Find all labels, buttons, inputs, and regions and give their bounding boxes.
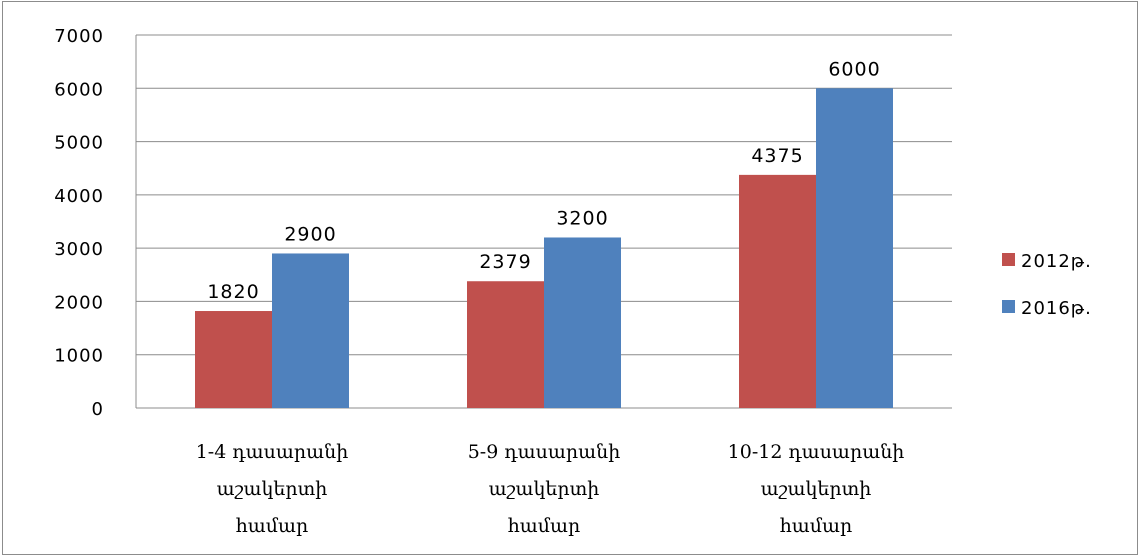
bar-1-1	[195, 311, 272, 408]
legend-label: 2012թ.	[1021, 251, 1092, 272]
y-tick-label: 4000	[54, 186, 104, 207]
y-tick-label: 5000	[54, 133, 104, 154]
x-tick-label: աշակերտի	[217, 478, 328, 500]
x-tick-label: աշակերտի	[761, 478, 872, 500]
y-tick-label: 1000	[54, 346, 104, 367]
data-label: 3200	[556, 207, 608, 229]
legend-label: 2016թ.	[1021, 298, 1092, 319]
bar-1-3	[739, 174, 816, 408]
x-tick-label: աշակերտի	[489, 478, 600, 500]
data-label: 4375	[751, 145, 803, 167]
x-tick-label: համար	[236, 515, 309, 537]
legend-swatch	[1002, 253, 1015, 266]
y-tick-label: 2000	[54, 292, 104, 313]
y-tick-label: 0	[92, 399, 104, 420]
data-label: 2900	[284, 223, 336, 245]
x-tick-label: 10-12 դասարանի	[728, 441, 905, 463]
bar-2-1	[272, 253, 349, 408]
x-tick-label: 1-4 դասարանի	[196, 441, 349, 463]
y-tick-label: 7000	[54, 26, 104, 47]
x-tick-label: համար	[780, 515, 853, 537]
x-tick-label: համար	[508, 515, 581, 537]
y-tick-label: 3000	[54, 239, 104, 260]
x-tick-label: 5-9 դասարանի	[468, 441, 621, 463]
data-label: 2379	[479, 251, 531, 273]
y-tick-label: 6000	[54, 79, 104, 100]
bar-2-3	[816, 88, 893, 409]
data-label: 1820	[207, 281, 259, 303]
legend-swatch	[1002, 300, 1015, 313]
bar-2-2	[544, 237, 621, 408]
bar-1-2	[467, 281, 544, 408]
data-label: 6000	[828, 58, 880, 80]
